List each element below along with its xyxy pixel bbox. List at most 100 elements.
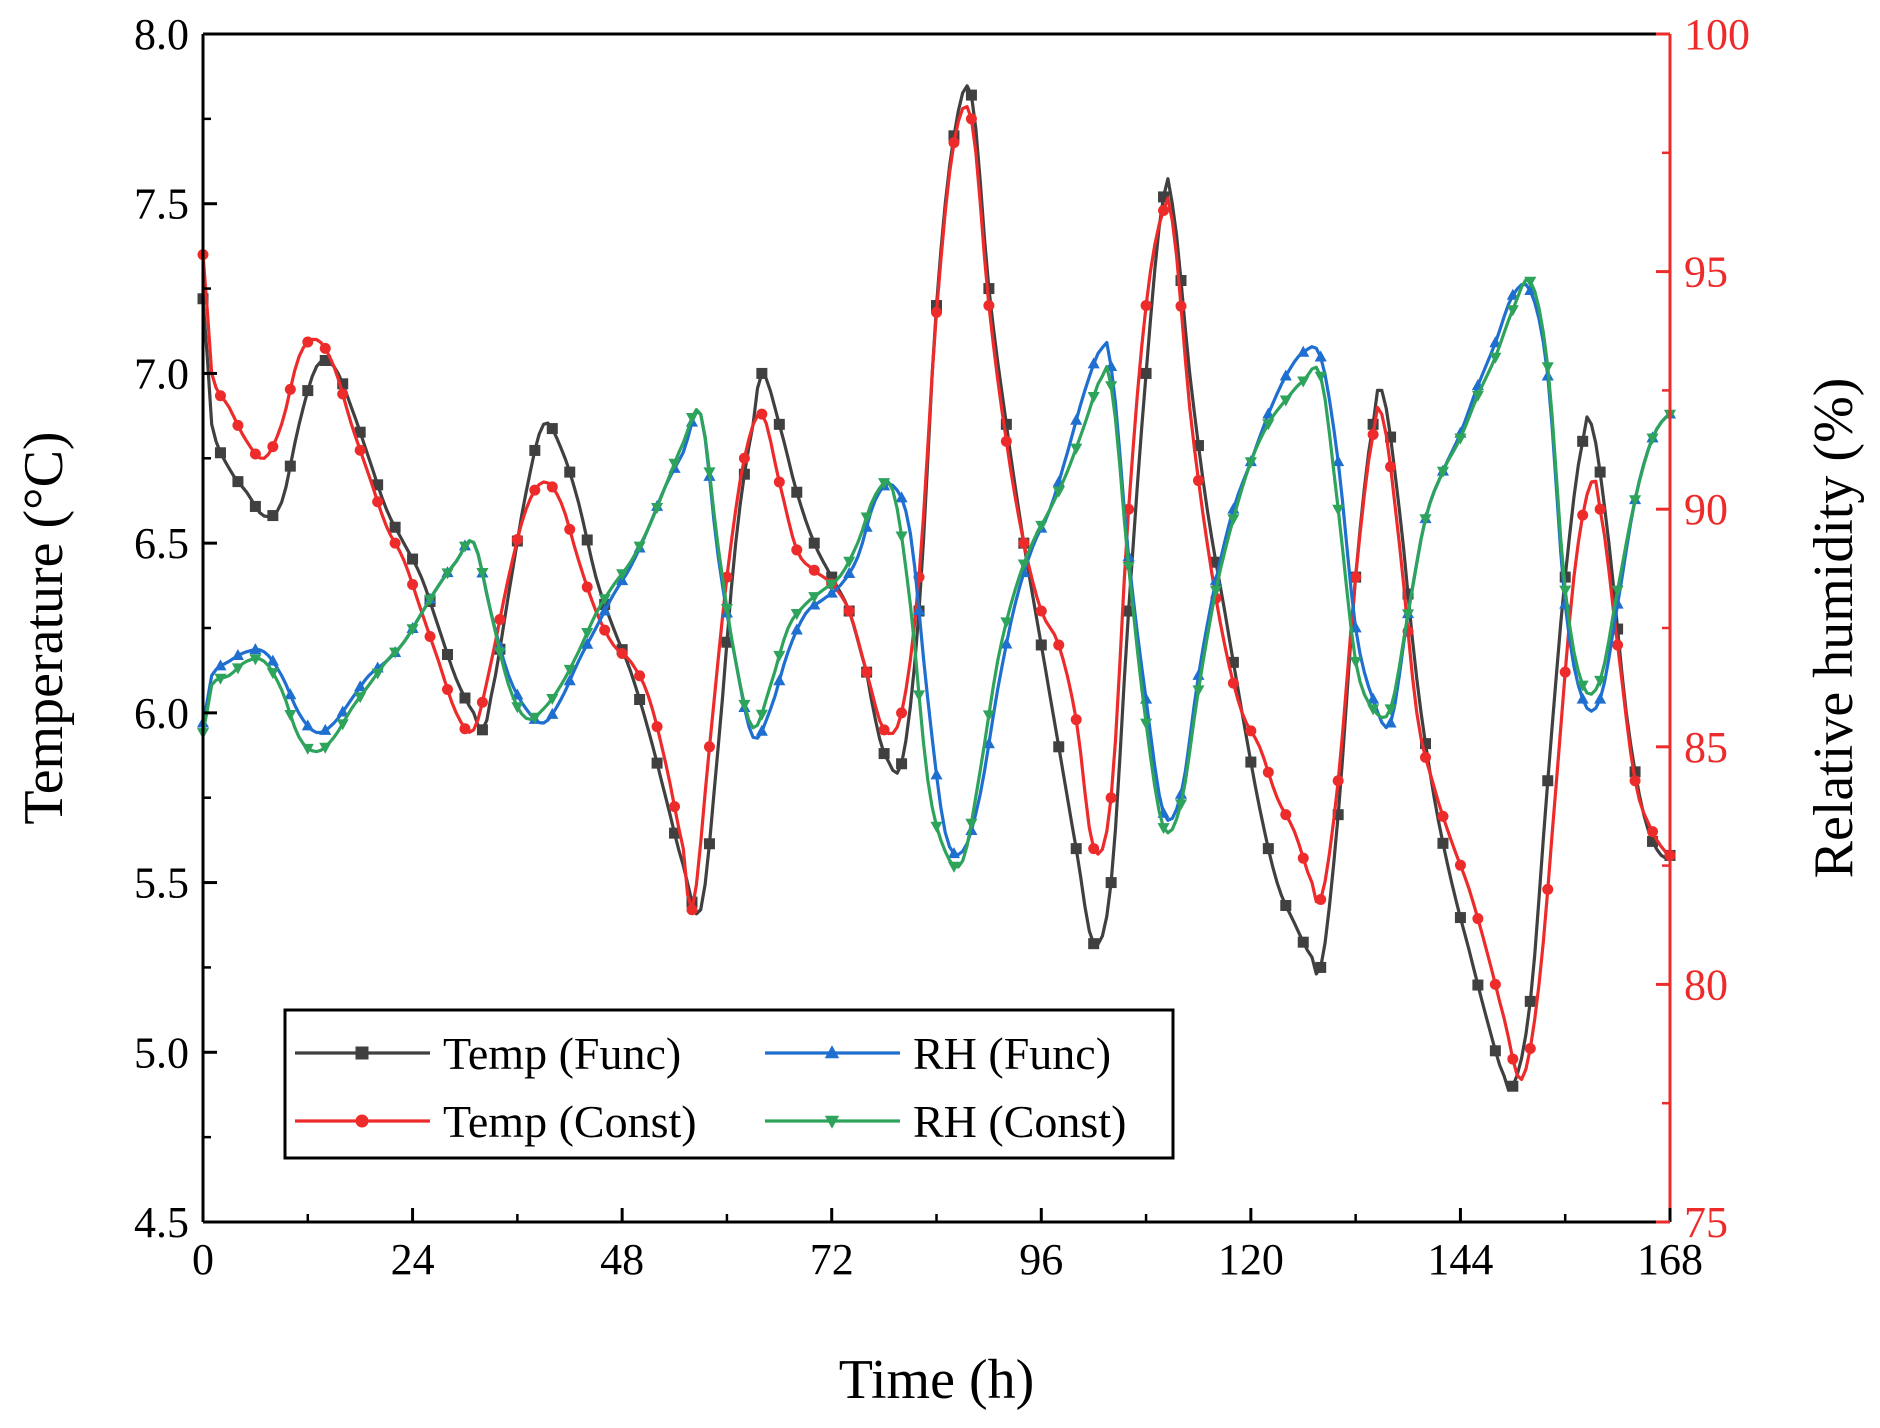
data-point bbox=[965, 89, 977, 101]
data-point bbox=[1297, 936, 1309, 948]
legend-label: RH (Func) bbox=[913, 1028, 1111, 1079]
data-point bbox=[407, 579, 419, 591]
data-point bbox=[1454, 859, 1466, 871]
data-point bbox=[249, 643, 262, 655]
data-point bbox=[1105, 381, 1118, 393]
data-point bbox=[1000, 418, 1012, 430]
data-point bbox=[773, 476, 785, 488]
data-point bbox=[669, 827, 681, 839]
data-point bbox=[1053, 741, 1065, 753]
data-point bbox=[896, 758, 908, 770]
data-point bbox=[808, 564, 820, 576]
data-point bbox=[476, 696, 488, 708]
data-point bbox=[668, 458, 681, 470]
data-point bbox=[1524, 995, 1536, 1007]
data-point bbox=[1035, 639, 1047, 651]
data-point bbox=[319, 742, 332, 754]
data-point bbox=[1612, 639, 1624, 651]
data-point bbox=[546, 693, 559, 705]
data-point bbox=[1647, 835, 1659, 847]
data-point bbox=[895, 531, 908, 543]
data-point bbox=[651, 721, 663, 733]
data-point bbox=[249, 448, 261, 460]
data-point bbox=[407, 553, 419, 565]
data-point bbox=[529, 444, 541, 456]
data-point bbox=[423, 594, 437, 606]
data-point bbox=[1332, 775, 1344, 787]
data-point bbox=[896, 707, 908, 719]
data-point bbox=[948, 137, 960, 149]
data-point bbox=[756, 408, 768, 420]
data-point bbox=[1070, 843, 1082, 855]
legend-label: Temp (Func) bbox=[443, 1028, 681, 1079]
data-point bbox=[861, 666, 873, 678]
data-point bbox=[703, 741, 715, 753]
data-point bbox=[1506, 305, 1519, 317]
data-point bbox=[249, 654, 262, 666]
data-point bbox=[599, 624, 611, 636]
data-point bbox=[301, 719, 314, 731]
x-tick-label: 120 bbox=[1218, 1235, 1284, 1284]
data-point bbox=[389, 647, 402, 659]
legend-label: RH (Const) bbox=[913, 1096, 1126, 1147]
data-point bbox=[1245, 725, 1257, 737]
data-point bbox=[965, 818, 978, 830]
x-tick-label: 0 bbox=[192, 1235, 214, 1284]
data-point bbox=[1367, 704, 1380, 716]
data-point bbox=[354, 444, 366, 456]
data-point bbox=[1454, 433, 1467, 445]
data-point bbox=[773, 418, 785, 430]
legend-marker bbox=[355, 1046, 369, 1060]
data-point bbox=[1506, 288, 1519, 300]
data-point bbox=[231, 649, 244, 661]
data-point bbox=[1035, 520, 1048, 532]
data-point bbox=[720, 603, 733, 615]
data-point bbox=[1105, 877, 1117, 889]
data-point bbox=[1175, 275, 1187, 287]
data-point bbox=[1279, 369, 1292, 381]
data-point bbox=[1402, 588, 1414, 600]
y-left-tick-label: 7.0 bbox=[134, 349, 189, 398]
data-point bbox=[773, 674, 786, 686]
data-point bbox=[372, 496, 384, 508]
data-point bbox=[319, 354, 331, 366]
data-point bbox=[1017, 559, 1030, 571]
data-point bbox=[1594, 675, 1607, 687]
data-point bbox=[1000, 617, 1013, 629]
data-point bbox=[302, 385, 314, 397]
data-point bbox=[738, 699, 751, 711]
data-point bbox=[1157, 823, 1170, 835]
y-right-tick-label: 100 bbox=[1684, 10, 1750, 59]
data-point bbox=[1507, 1080, 1519, 1092]
data-point bbox=[494, 614, 506, 626]
legend-entry: RH (Func) bbox=[765, 1028, 1111, 1079]
data-point bbox=[1489, 352, 1502, 364]
data-point bbox=[214, 673, 227, 685]
data-point bbox=[738, 452, 750, 464]
data-point bbox=[1227, 677, 1239, 689]
data-point bbox=[825, 579, 838, 591]
data-point bbox=[302, 336, 314, 348]
data-point bbox=[1070, 714, 1082, 726]
data-point bbox=[354, 692, 367, 704]
data-point bbox=[1401, 609, 1415, 621]
data-point bbox=[1420, 751, 1431, 763]
data-point bbox=[1052, 486, 1065, 498]
data-point bbox=[1314, 350, 1327, 362]
data-point bbox=[1314, 371, 1327, 383]
data-point bbox=[511, 702, 524, 714]
data-point bbox=[319, 723, 332, 735]
series-rh-const bbox=[196, 276, 1677, 873]
data-point bbox=[1576, 680, 1589, 692]
data-point bbox=[1244, 457, 1257, 469]
data-point bbox=[476, 724, 488, 736]
data-point bbox=[808, 537, 820, 549]
data-point bbox=[791, 544, 803, 556]
y-left-axis-title: Temperature (°C) bbox=[13, 431, 75, 824]
data-point bbox=[983, 300, 995, 312]
data-point bbox=[1262, 419, 1275, 431]
data-point bbox=[1507, 1053, 1519, 1065]
data-point bbox=[1297, 852, 1309, 864]
data-point bbox=[372, 479, 384, 491]
